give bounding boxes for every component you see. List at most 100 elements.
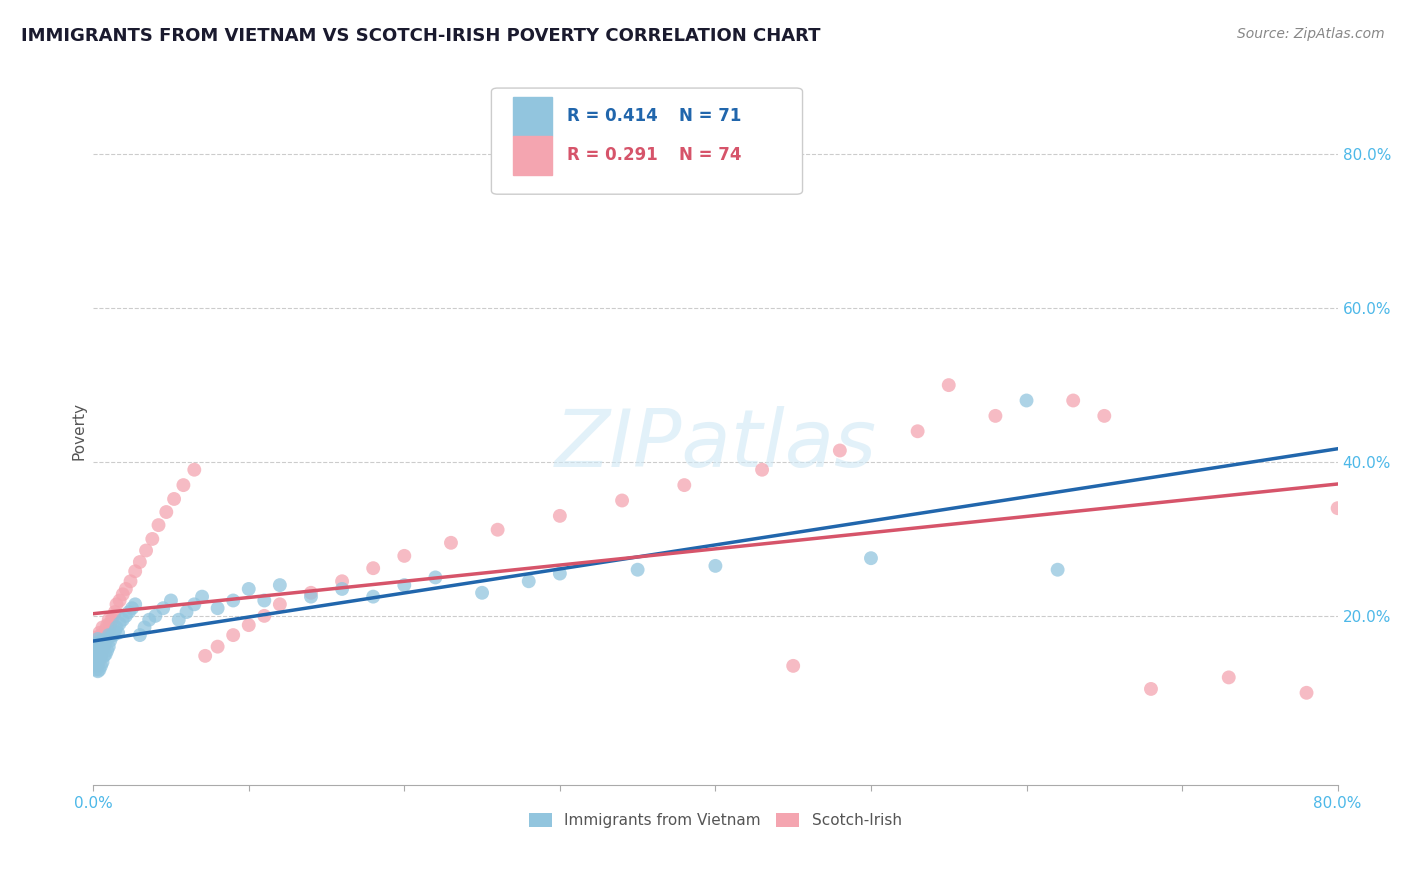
Point <box>89 651 111 665</box>
Legend: Immigrants from Vietnam, Scotch-Irish: Immigrants from Vietnam, Scotch-Irish <box>523 806 908 834</box>
Point <box>90 648 112 663</box>
Point <box>90 648 112 663</box>
Text: N = 71: N = 71 <box>679 107 742 126</box>
Point <box>111 613 134 627</box>
Point <box>97 628 120 642</box>
Point <box>394 549 416 563</box>
Point <box>115 582 138 596</box>
Point <box>138 613 160 627</box>
Point <box>859 551 882 566</box>
Point <box>103 608 125 623</box>
Point <box>94 623 117 637</box>
Point <box>128 555 150 569</box>
Point <box>83 640 105 654</box>
Point <box>90 638 112 652</box>
Point <box>93 640 115 654</box>
Point <box>84 638 107 652</box>
Point <box>89 636 111 650</box>
FancyBboxPatch shape <box>492 88 803 194</box>
Point <box>84 643 107 657</box>
Point <box>938 378 960 392</box>
Point <box>93 638 115 652</box>
Point <box>103 628 125 642</box>
Text: Source: ZipAtlas.com: Source: ZipAtlas.com <box>1237 27 1385 41</box>
Point <box>471 586 494 600</box>
Point <box>84 646 107 660</box>
Point <box>107 625 129 640</box>
Point <box>91 632 114 646</box>
Point <box>167 613 190 627</box>
Point <box>90 633 112 648</box>
Point <box>90 628 112 642</box>
Point <box>84 636 107 650</box>
Point <box>121 601 143 615</box>
Point <box>104 605 127 619</box>
Point <box>87 658 110 673</box>
Point <box>89 663 111 677</box>
Point <box>361 561 384 575</box>
Point <box>1092 409 1115 423</box>
Point <box>93 628 115 642</box>
Point <box>97 640 120 654</box>
Point <box>87 648 110 663</box>
Point <box>1140 681 1163 696</box>
Point <box>83 658 105 673</box>
Point <box>84 663 107 677</box>
Point <box>89 643 111 657</box>
Point <box>253 593 276 607</box>
Point <box>104 624 127 639</box>
Point <box>120 574 142 589</box>
Point <box>269 578 291 592</box>
Point <box>89 653 111 667</box>
Point <box>96 643 118 657</box>
Point <box>269 598 291 612</box>
Point <box>1015 393 1038 408</box>
Text: N = 74: N = 74 <box>679 146 742 164</box>
Point <box>84 631 107 645</box>
Point <box>191 590 214 604</box>
Point <box>101 628 124 642</box>
Point <box>194 648 217 663</box>
Point <box>98 618 121 632</box>
Point <box>627 563 650 577</box>
Point <box>118 605 141 619</box>
Point <box>183 463 205 477</box>
Point <box>83 648 105 662</box>
Point <box>440 536 463 550</box>
Point <box>87 632 110 646</box>
Point <box>94 648 117 662</box>
Point <box>148 518 170 533</box>
Point <box>907 424 929 438</box>
Point <box>84 657 107 671</box>
Point <box>152 601 174 615</box>
Point <box>115 608 138 623</box>
Text: ZIPatlas: ZIPatlas <box>554 407 876 484</box>
Point <box>222 628 245 642</box>
Point <box>108 593 131 607</box>
Point <box>124 564 146 578</box>
Point <box>89 636 111 650</box>
Point <box>1218 670 1240 684</box>
Point <box>299 590 322 604</box>
Point <box>207 640 229 654</box>
Point <box>176 605 198 619</box>
Point <box>183 598 205 612</box>
Point <box>94 633 117 648</box>
Point <box>96 631 118 645</box>
Point <box>90 658 112 673</box>
Point <box>105 598 128 612</box>
Point <box>84 651 107 665</box>
Bar <box>513 136 553 175</box>
Point <box>94 636 117 650</box>
Point <box>548 566 571 581</box>
Point <box>704 558 727 573</box>
Point <box>105 620 128 634</box>
Point <box>83 633 105 648</box>
Point <box>155 505 177 519</box>
Point <box>89 625 111 640</box>
Point <box>89 643 111 657</box>
Point <box>83 651 105 665</box>
Point <box>111 587 134 601</box>
Point <box>330 582 353 596</box>
Point <box>87 655 110 669</box>
